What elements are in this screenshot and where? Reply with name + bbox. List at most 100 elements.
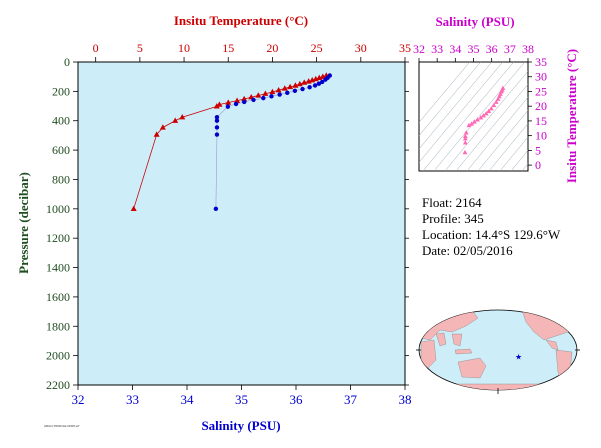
ts-isopycnal [521, 163, 528, 171]
profile-label: Profile: [422, 211, 461, 226]
temperature-tick-label: 0 [93, 41, 99, 55]
temperature-tick-label: 10 [178, 41, 190, 55]
ts-point [491, 102, 497, 108]
temperature-point [172, 117, 179, 123]
ts-point [462, 149, 468, 155]
pressure-axis-title: Pressure (decibar) [16, 172, 31, 274]
pressure-tick-label: 1000 [46, 202, 70, 216]
ts-point [475, 117, 480, 122]
pressure-tick-label: 1400 [46, 261, 70, 275]
pressure-tick-label: 1600 [46, 290, 70, 304]
ts-temperature-tick-label: 15 [535, 114, 547, 128]
salinity-point [214, 115, 220, 120]
footer-note: ARGO PROFILE DISPLAY [44, 424, 80, 428]
ts-isopycnal [419, 62, 471, 123]
ts-temperature-tick-label: 5 [535, 143, 541, 157]
ts-point [486, 108, 492, 113]
temperature-point [309, 77, 316, 83]
location-info-row: Location: 14.4°S 129.6°W [422, 227, 560, 243]
salinity-point [251, 97, 256, 103]
salinity-point [214, 118, 220, 123]
temperature-point [153, 131, 160, 137]
ts-isopycnal [466, 96, 528, 171]
pressure-tick-label: 800 [52, 172, 70, 186]
profile-chart: 0 5 10 15 20 25 30 35 32 33 34 35 36 37 38 0 200 400 600 80… [16, 13, 412, 433]
ts-point [462, 133, 468, 139]
temperature-point [319, 73, 326, 79]
temperature-point [281, 85, 288, 91]
salinity-tick-label: 38 [399, 392, 412, 407]
profile-info-row: Profile: 345 [422, 211, 484, 227]
temperature-point [225, 99, 232, 105]
ts-point [478, 115, 484, 120]
ts-point [463, 130, 469, 135]
ts-salinity-tick-label: 33 [431, 42, 443, 56]
salinity-tick-label: 34 [181, 392, 195, 407]
temperature-tick-label: 25 [311, 41, 323, 55]
temperature-point [269, 88, 276, 95]
temperature-point [296, 80, 303, 87]
ts-point [462, 140, 468, 145]
pressure-tick-label: 1200 [46, 231, 70, 245]
salinity-point [307, 85, 312, 90]
ts-isopycnal [499, 136, 528, 171]
ts-salinity-tick-label: 34 [449, 42, 461, 56]
ts-temperature-tick-label: 10 [535, 129, 547, 143]
ts-point [469, 121, 475, 126]
temperature-point [275, 86, 282, 93]
salinity-point [316, 81, 322, 86]
salinity-point [323, 77, 328, 82]
ts-temperature-tick-label: 0 [535, 158, 541, 172]
ts-isopycnal [419, 62, 482, 137]
temperature-point [255, 92, 262, 98]
float-value: 2164 [455, 195, 482, 210]
salinity-tick-label: 35 [235, 392, 248, 407]
salinity-point [233, 101, 239, 107]
ts-point [466, 122, 472, 128]
temperature-point [301, 79, 308, 85]
ts-isopycnal [510, 149, 528, 171]
salinity-point [242, 99, 247, 105]
temperature-tick-label: 35 [399, 41, 411, 55]
pressure-tick-label: 600 [52, 143, 70, 157]
ts-point [495, 96, 501, 101]
salinity-point [214, 132, 220, 137]
temperature-point [312, 75, 319, 82]
world-map: ★ [416, 309, 580, 394]
temperature-point [316, 74, 323, 81]
ts-temperature-tick-label: 20 [535, 99, 547, 113]
pressure-tick-label: 200 [52, 84, 70, 98]
temperature-tick-label: 5 [137, 41, 143, 55]
salinity-point [213, 206, 219, 212]
float-location-marker: ★ [515, 352, 522, 361]
ts-isopycnal [444, 70, 528, 171]
ts-point [472, 119, 477, 124]
temperature-point [305, 78, 312, 84]
salinity-point [214, 125, 220, 130]
temperature-point [262, 90, 269, 96]
date-value: 02/05/2016 [453, 243, 513, 258]
salinity-point [277, 92, 282, 97]
ts-plot-area [418, 61, 529, 172]
ts-isopycnal [419, 62, 493, 150]
ts-point [462, 135, 468, 141]
ts-point [493, 99, 499, 104]
temperature-point [159, 124, 166, 130]
temperature-tick-label: 30 [355, 41, 367, 55]
ts-temperature-tick-label: 25 [535, 84, 547, 98]
salinity-point [269, 94, 274, 99]
salinity-point [292, 88, 298, 93]
ts-point [488, 105, 494, 111]
ts-temperature-tick-label: 30 [535, 70, 547, 84]
temperature-tick-label: 15 [222, 41, 234, 55]
profile-plot-area [77, 61, 406, 386]
ts-isopycnal [422, 62, 515, 171]
ts-salinity-tick-label: 37 [504, 42, 516, 56]
salinity-point [312, 83, 318, 88]
salinity-axis-title: Salinity (PSU) [201, 418, 280, 433]
ts-isopycnal [488, 123, 528, 171]
pressure-tick-label: 0 [64, 55, 70, 69]
ts-salinity-tick-label: 38 [522, 42, 534, 56]
ts-isopycnal [419, 62, 504, 163]
